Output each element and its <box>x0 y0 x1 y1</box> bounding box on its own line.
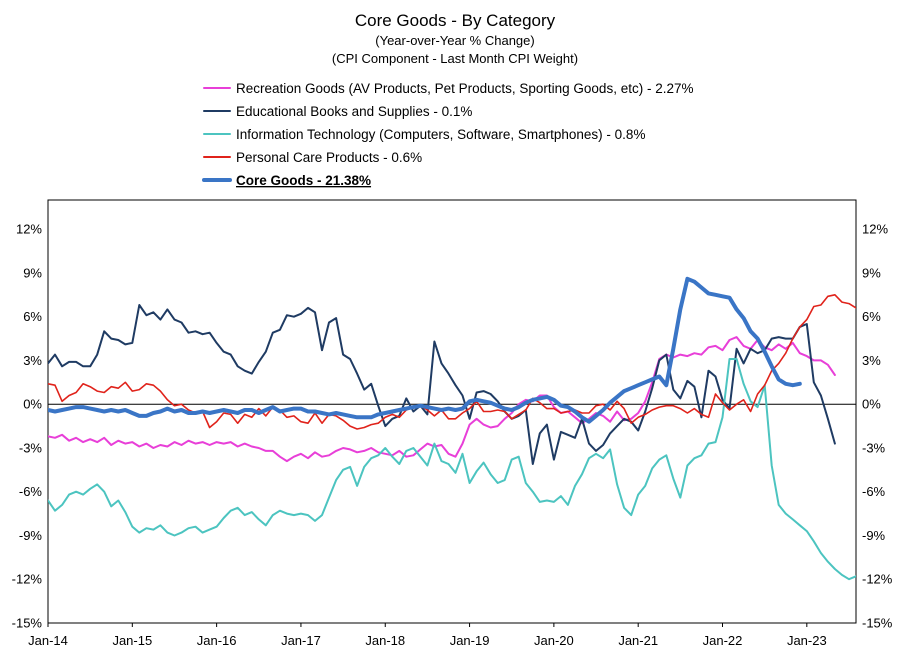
chart-subtitle-1: (Year-over-Year % Change) <box>375 33 534 48</box>
legend: Recreation Goods (AV Products, Pet Produ… <box>202 81 693 188</box>
y-tick-label-right: -15% <box>862 616 893 631</box>
x-tick-label: Jan-23 <box>787 633 827 648</box>
y-tick-label-right: 12% <box>862 222 888 237</box>
y-tick-label-right: -12% <box>862 572 893 587</box>
y-tick-label-left: 0% <box>23 397 42 412</box>
y-tick-label-left: -9% <box>19 528 43 543</box>
chart-title: Core Goods - By Category <box>355 11 556 30</box>
y-tick-label-left: 6% <box>23 309 42 324</box>
legend-label: Personal Care Products - 0.6% <box>236 150 422 165</box>
series-group <box>48 276 856 581</box>
x-tick-label: Jan-20 <box>534 633 574 648</box>
chart-subtitle-2: (CPI Component - Last Month CPI Weight) <box>332 51 578 66</box>
x-tick-label: Jan-15 <box>112 633 152 648</box>
y-tick-label-right: 9% <box>862 265 881 280</box>
y-tick-label-left: -3% <box>19 440 43 455</box>
x-tick-label: Jan-17 <box>281 633 321 648</box>
x-tick-label: Jan-21 <box>618 633 658 648</box>
axes: 12% 12% 9% 9% 6% 6% 3% 3% 0% 0% -3% -3% -6% -6% -9% -9%… <box>12 199 893 648</box>
series-line-4 <box>48 293 856 430</box>
x-tick-label: Jan-22 <box>703 633 743 648</box>
y-tick-label-left: -6% <box>19 484 43 499</box>
series-line-5 <box>48 276 802 424</box>
y-tick-label-right: -9% <box>862 528 886 543</box>
y-tick-label-left: -12% <box>12 572 43 587</box>
legend-label: Core Goods - 21.38% <box>236 173 371 188</box>
y-tick-label-right: -6% <box>862 484 886 499</box>
y-tick-label-right: -3% <box>862 440 886 455</box>
legend-label: Educational Books and Supplies - 0.1% <box>236 104 472 119</box>
y-tick-label-right: 0% <box>862 397 881 412</box>
y-tick-label-left: 3% <box>23 353 42 368</box>
series-line-1 <box>48 336 836 463</box>
x-tick-label: Jan-14 <box>28 633 68 648</box>
plot-frame <box>47 199 857 624</box>
x-tick-label: Jan-18 <box>365 633 405 648</box>
y-tick-label-right: 6% <box>862 309 881 324</box>
x-tick-label: Jan-19 <box>450 633 490 648</box>
y-tick-label-left: 12% <box>16 222 42 237</box>
y-tick-label-right: 3% <box>862 353 881 368</box>
legend-label: Information Technology (Computers, Softw… <box>236 127 645 142</box>
legend-label: Recreation Goods (AV Products, Pet Produ… <box>236 81 693 96</box>
series-line-3 <box>48 358 856 581</box>
x-tick-label: Jan-16 <box>197 633 237 648</box>
series-line-2 <box>48 304 836 465</box>
y-tick-label-left: 9% <box>23 265 42 280</box>
y-tick-label-left: -15% <box>12 616 43 631</box>
